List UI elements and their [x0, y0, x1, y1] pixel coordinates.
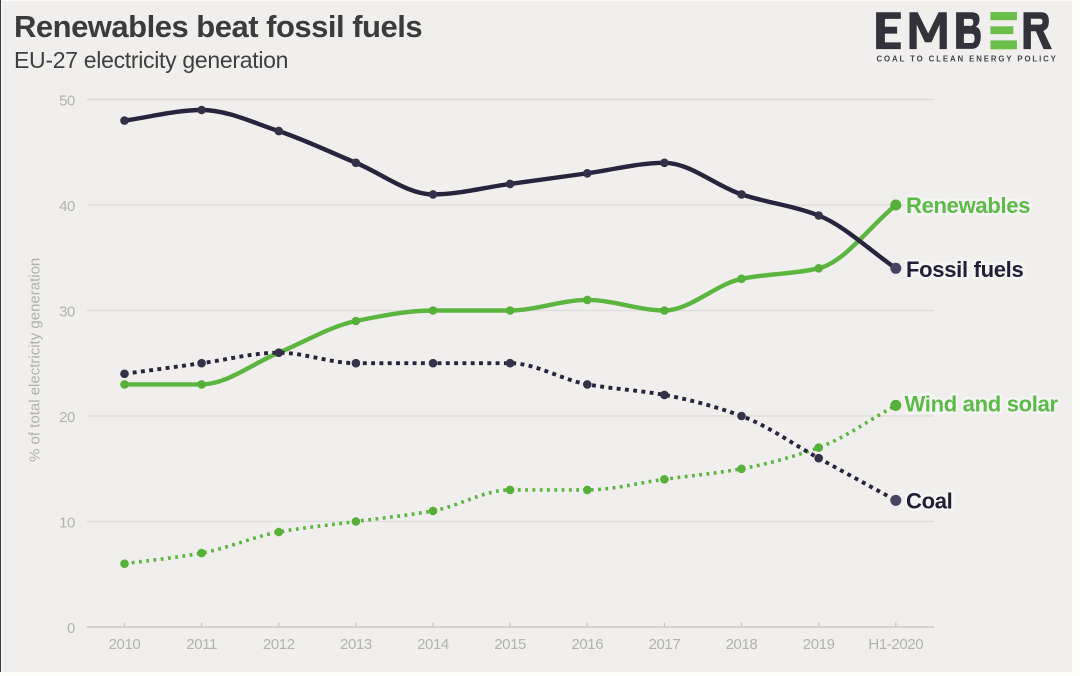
svg-text:2014: 2014 — [417, 636, 449, 653]
svg-text:2017: 2017 — [649, 636, 681, 653]
svg-text:30: 30 — [59, 304, 75, 321]
svg-text:2011: 2011 — [186, 636, 217, 653]
svg-text:Renewables: Renewables — [906, 193, 1030, 218]
svg-text:10: 10 — [59, 515, 75, 532]
svg-text:2015: 2015 — [494, 636, 526, 653]
svg-text:2013: 2013 — [340, 636, 372, 653]
svg-text:Fossil fuels: Fossil fuels — [906, 257, 1023, 282]
svg-text:2018: 2018 — [726, 636, 758, 653]
svg-text:Fossil fuels: Fossil fuels — [906, 257, 1023, 282]
svg-text:H1-2020: H1-2020 — [868, 636, 923, 653]
svg-text:2019: 2019 — [803, 636, 835, 653]
svg-text:Coal: Coal — [906, 489, 952, 514]
svg-text:Wind and solar: Wind and solar — [905, 392, 1059, 417]
svg-text:Coal: Coal — [906, 489, 952, 514]
svg-text:40: 40 — [59, 198, 75, 215]
svg-text:COAL TO CLEAN ENERGY POLICY: COAL TO CLEAN ENERGY POLICY — [877, 55, 1058, 64]
svg-text:50: 50 — [59, 93, 75, 110]
svg-text:2010: 2010 — [109, 636, 141, 653]
svg-text:2012: 2012 — [263, 636, 295, 653]
svg-text:20: 20 — [59, 409, 75, 426]
svg-text:Renewables: Renewables — [906, 193, 1030, 218]
svg-text:Wind and solar: Wind and solar — [905, 392, 1059, 417]
svg-text:2016: 2016 — [571, 636, 603, 653]
svg-text:0: 0 — [67, 620, 75, 637]
svg-text:% of total electricity generat: % of total electricity generation — [27, 258, 44, 462]
